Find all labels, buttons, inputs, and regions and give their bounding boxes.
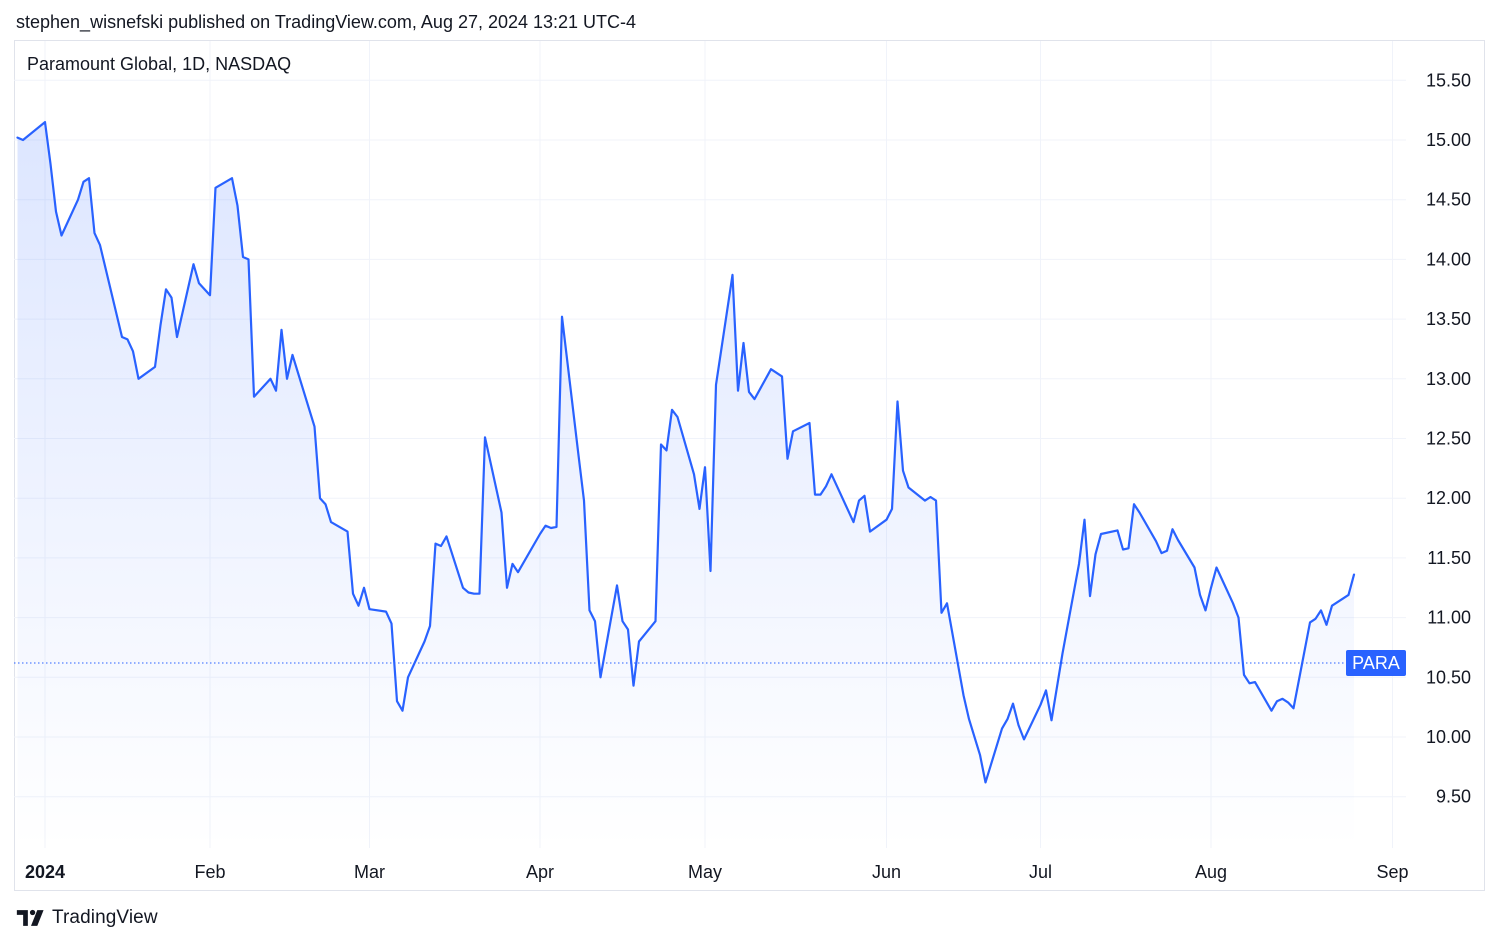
y-tick-label: 14.50 bbox=[1426, 190, 1471, 210]
footer: TradingView bbox=[16, 906, 158, 930]
x-tick-label: Apr bbox=[526, 862, 554, 882]
y-tick-label: 11.00 bbox=[1427, 608, 1471, 628]
price-line bbox=[16, 121, 1356, 784]
y-tick-label: 9.50 bbox=[1436, 787, 1471, 807]
time-axis: 2024 Feb Mar Apr May Jun Jul Aug Sep bbox=[25, 862, 1409, 882]
y-tick-label: 15.50 bbox=[1426, 70, 1471, 90]
y-tick-label: 12.50 bbox=[1426, 429, 1471, 449]
x-tick-label: Aug bbox=[1195, 862, 1227, 882]
publish-header: stephen_wisnefski published on TradingVi… bbox=[16, 12, 637, 32]
y-tick-label: 10.00 bbox=[1426, 727, 1471, 747]
x-tick-label: Mar bbox=[354, 862, 385, 882]
x-tick-label: Sep bbox=[1376, 862, 1408, 882]
tradingview-logo-icon[interactable] bbox=[16, 907, 46, 929]
x-tick-label: Jun bbox=[872, 862, 901, 882]
y-tick-label: 14.00 bbox=[1426, 249, 1471, 269]
chart-frame bbox=[14, 40, 1485, 891]
y-tick-label: 10.50 bbox=[1426, 667, 1471, 687]
y-tick-label: 13.00 bbox=[1426, 369, 1471, 389]
symbol-label-text: PARA bbox=[1352, 653, 1400, 673]
x-tick-label: 2024 bbox=[25, 862, 65, 882]
symbol-price-label[interactable]: PARA bbox=[1346, 649, 1406, 676]
price-axis: 15.50 15.00 14.50 14.00 13.50 13.00 12.50 12.00… bbox=[1426, 70, 1471, 806]
tradingview-brand[interactable]: TradingView bbox=[52, 907, 158, 928]
price-area-fill bbox=[17, 122, 1354, 849]
x-tick-label: May bbox=[688, 862, 722, 882]
chart-title: Paramount Global, 1D, NASDAQ bbox=[27, 54, 292, 74]
x-tick-label: Jul bbox=[1029, 862, 1052, 882]
y-tick-label: 15.00 bbox=[1426, 130, 1471, 150]
y-tick-label: 13.50 bbox=[1426, 309, 1471, 329]
x-tick-label: Feb bbox=[194, 862, 225, 882]
y-tick-label: 11.50 bbox=[1427, 548, 1471, 568]
y-tick-label: 12.00 bbox=[1426, 488, 1471, 508]
